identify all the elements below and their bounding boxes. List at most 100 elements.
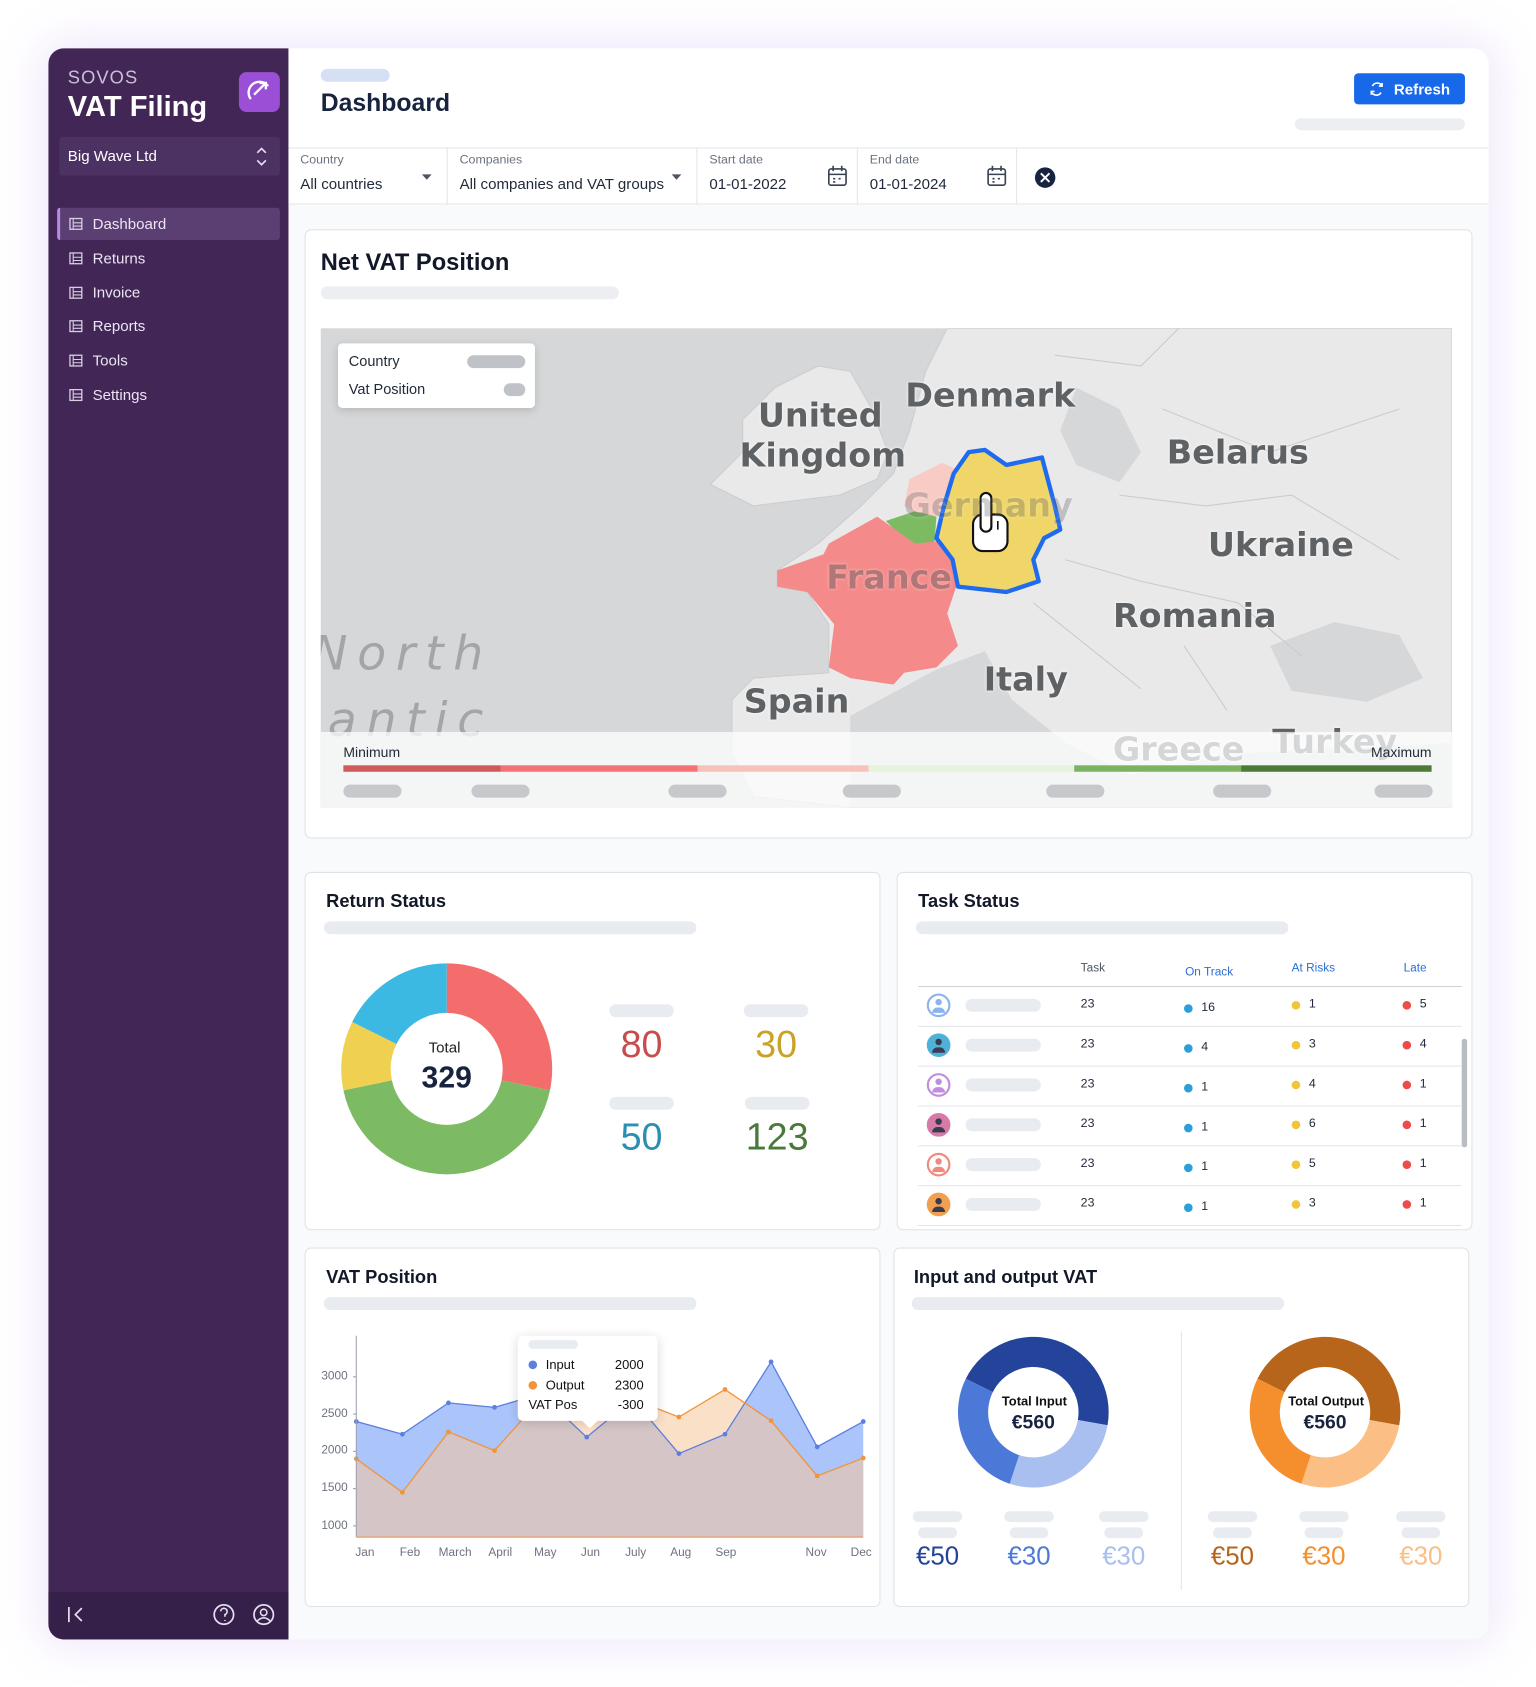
point bbox=[492, 1448, 497, 1453]
sea bbox=[1060, 387, 1141, 483]
row-rule bbox=[918, 1065, 1462, 1067]
calendar-body bbox=[828, 168, 847, 186]
skeleton bbox=[528, 1340, 579, 1349]
x-tick-label: Aug bbox=[670, 1546, 692, 1560]
x-tick-label: April bbox=[488, 1546, 513, 1560]
scrollbar bbox=[1461, 1038, 1468, 1148]
filter-icon bbox=[671, 174, 682, 180]
point bbox=[676, 1414, 682, 1420]
avatar-head bbox=[935, 1198, 942, 1205]
user-icon bbox=[253, 1604, 275, 1626]
skeleton bbox=[1213, 1527, 1252, 1539]
nav-item[interactable]: Dashboard bbox=[92, 214, 167, 233]
point bbox=[860, 1419, 866, 1424]
borders bbox=[1032, 328, 1400, 711]
refresh-button[interactable] bbox=[1354, 73, 1465, 105]
status-value: 123 bbox=[745, 1116, 809, 1159]
logo-icon bbox=[238, 72, 280, 112]
nav-active bbox=[57, 207, 280, 241]
clear-filters[interactable] bbox=[1033, 166, 1057, 190]
refresh-glyph bbox=[1370, 82, 1383, 96]
point bbox=[400, 1431, 405, 1437]
card-title: Task Status bbox=[918, 891, 1020, 912]
table-cell: 1 bbox=[1419, 1077, 1427, 1091]
table-cell: 4 bbox=[1201, 1040, 1209, 1054]
nav-item[interactable]: Settings bbox=[92, 385, 148, 404]
skeleton bbox=[1009, 1527, 1049, 1539]
skeleton bbox=[1401, 1527, 1441, 1539]
filter-value: All countries bbox=[300, 175, 383, 193]
skeleton bbox=[965, 1078, 1041, 1092]
io-value: €30 bbox=[1007, 1542, 1051, 1572]
tooltip-value: 2300 bbox=[614, 1377, 644, 1393]
status-dot bbox=[1184, 1044, 1193, 1053]
filter-label: Start date bbox=[709, 154, 764, 167]
status-value: 50 bbox=[620, 1116, 663, 1159]
point bbox=[676, 1451, 682, 1456]
refresh-icon bbox=[1370, 82, 1383, 96]
status-dot bbox=[1402, 1160, 1412, 1169]
table-cell: 1 bbox=[1308, 997, 1316, 1011]
x-tick-label: March bbox=[438, 1546, 472, 1560]
table-header: At Risks bbox=[1291, 961, 1336, 975]
map-tooltip: Country Vat Position bbox=[337, 343, 535, 408]
region-france bbox=[777, 516, 958, 685]
status-dot bbox=[1402, 1080, 1412, 1090]
table-cell: 3 bbox=[1308, 1197, 1316, 1210]
nav-item[interactable]: Returns bbox=[92, 249, 146, 267]
company-select[interactable] bbox=[59, 136, 280, 176]
skeleton bbox=[668, 784, 727, 798]
logo-glyph bbox=[247, 80, 269, 100]
x-tick-label: Feb bbox=[399, 1546, 421, 1560]
table-cell: 4 bbox=[1308, 1077, 1316, 1091]
skeleton bbox=[1396, 1511, 1446, 1523]
nav-item[interactable]: Reports bbox=[92, 317, 146, 335]
filter-icon bbox=[987, 165, 1007, 186]
region-lux bbox=[885, 511, 937, 545]
avatar-head bbox=[935, 1038, 942, 1046]
donut-center-label: Total Output bbox=[1288, 1393, 1365, 1409]
skeleton bbox=[323, 1297, 697, 1310]
skeleton bbox=[965, 1038, 1041, 1052]
status-dot bbox=[1184, 1163, 1193, 1173]
filter-field[interactable] bbox=[288, 148, 448, 205]
avatar-head bbox=[935, 1158, 942, 1165]
point bbox=[860, 1455, 866, 1461]
donut-segment bbox=[341, 1021, 397, 1091]
map-country-label: Spain bbox=[743, 682, 850, 721]
area-fill bbox=[356, 1389, 864, 1538]
divider bbox=[1180, 1331, 1182, 1590]
status-dot bbox=[1291, 1040, 1301, 1050]
product-name: VAT Filing bbox=[67, 90, 208, 123]
row-rule bbox=[918, 1185, 1462, 1187]
table-cell: 23 bbox=[1080, 997, 1095, 1011]
user-head bbox=[259, 1608, 268, 1617]
filter-field[interactable] bbox=[448, 148, 698, 205]
filter-label: Country bbox=[300, 154, 344, 167]
table-cell: 1 bbox=[1419, 1157, 1427, 1171]
sea bbox=[1270, 622, 1423, 702]
table-cell: 23 bbox=[1080, 1157, 1095, 1171]
point bbox=[446, 1400, 451, 1406]
map-legend: Minimum Maximum bbox=[320, 731, 1453, 808]
avatar-body bbox=[932, 1047, 946, 1053]
nav-icon bbox=[69, 354, 83, 367]
calendar-body bbox=[987, 168, 1007, 186]
filter-field[interactable] bbox=[858, 148, 1018, 205]
skeleton bbox=[1213, 784, 1272, 798]
nav-item[interactable]: Invoice bbox=[92, 283, 141, 301]
table-header: Late bbox=[1403, 961, 1427, 975]
skeleton bbox=[320, 286, 619, 300]
brand: SOVOS bbox=[67, 67, 139, 89]
status-dot bbox=[1291, 1080, 1301, 1090]
point bbox=[814, 1444, 820, 1450]
filter-icon bbox=[421, 174, 432, 180]
skeleton bbox=[503, 383, 526, 397]
y-tick-label: 3000 bbox=[321, 1369, 348, 1383]
nav-item[interactable]: Tools bbox=[92, 351, 128, 369]
table-cell: 1 bbox=[1419, 1117, 1427, 1131]
status-dot bbox=[1184, 1123, 1193, 1133]
filter-field[interactable] bbox=[697, 148, 858, 205]
skeleton bbox=[343, 784, 402, 798]
status-dot bbox=[1184, 1203, 1193, 1213]
